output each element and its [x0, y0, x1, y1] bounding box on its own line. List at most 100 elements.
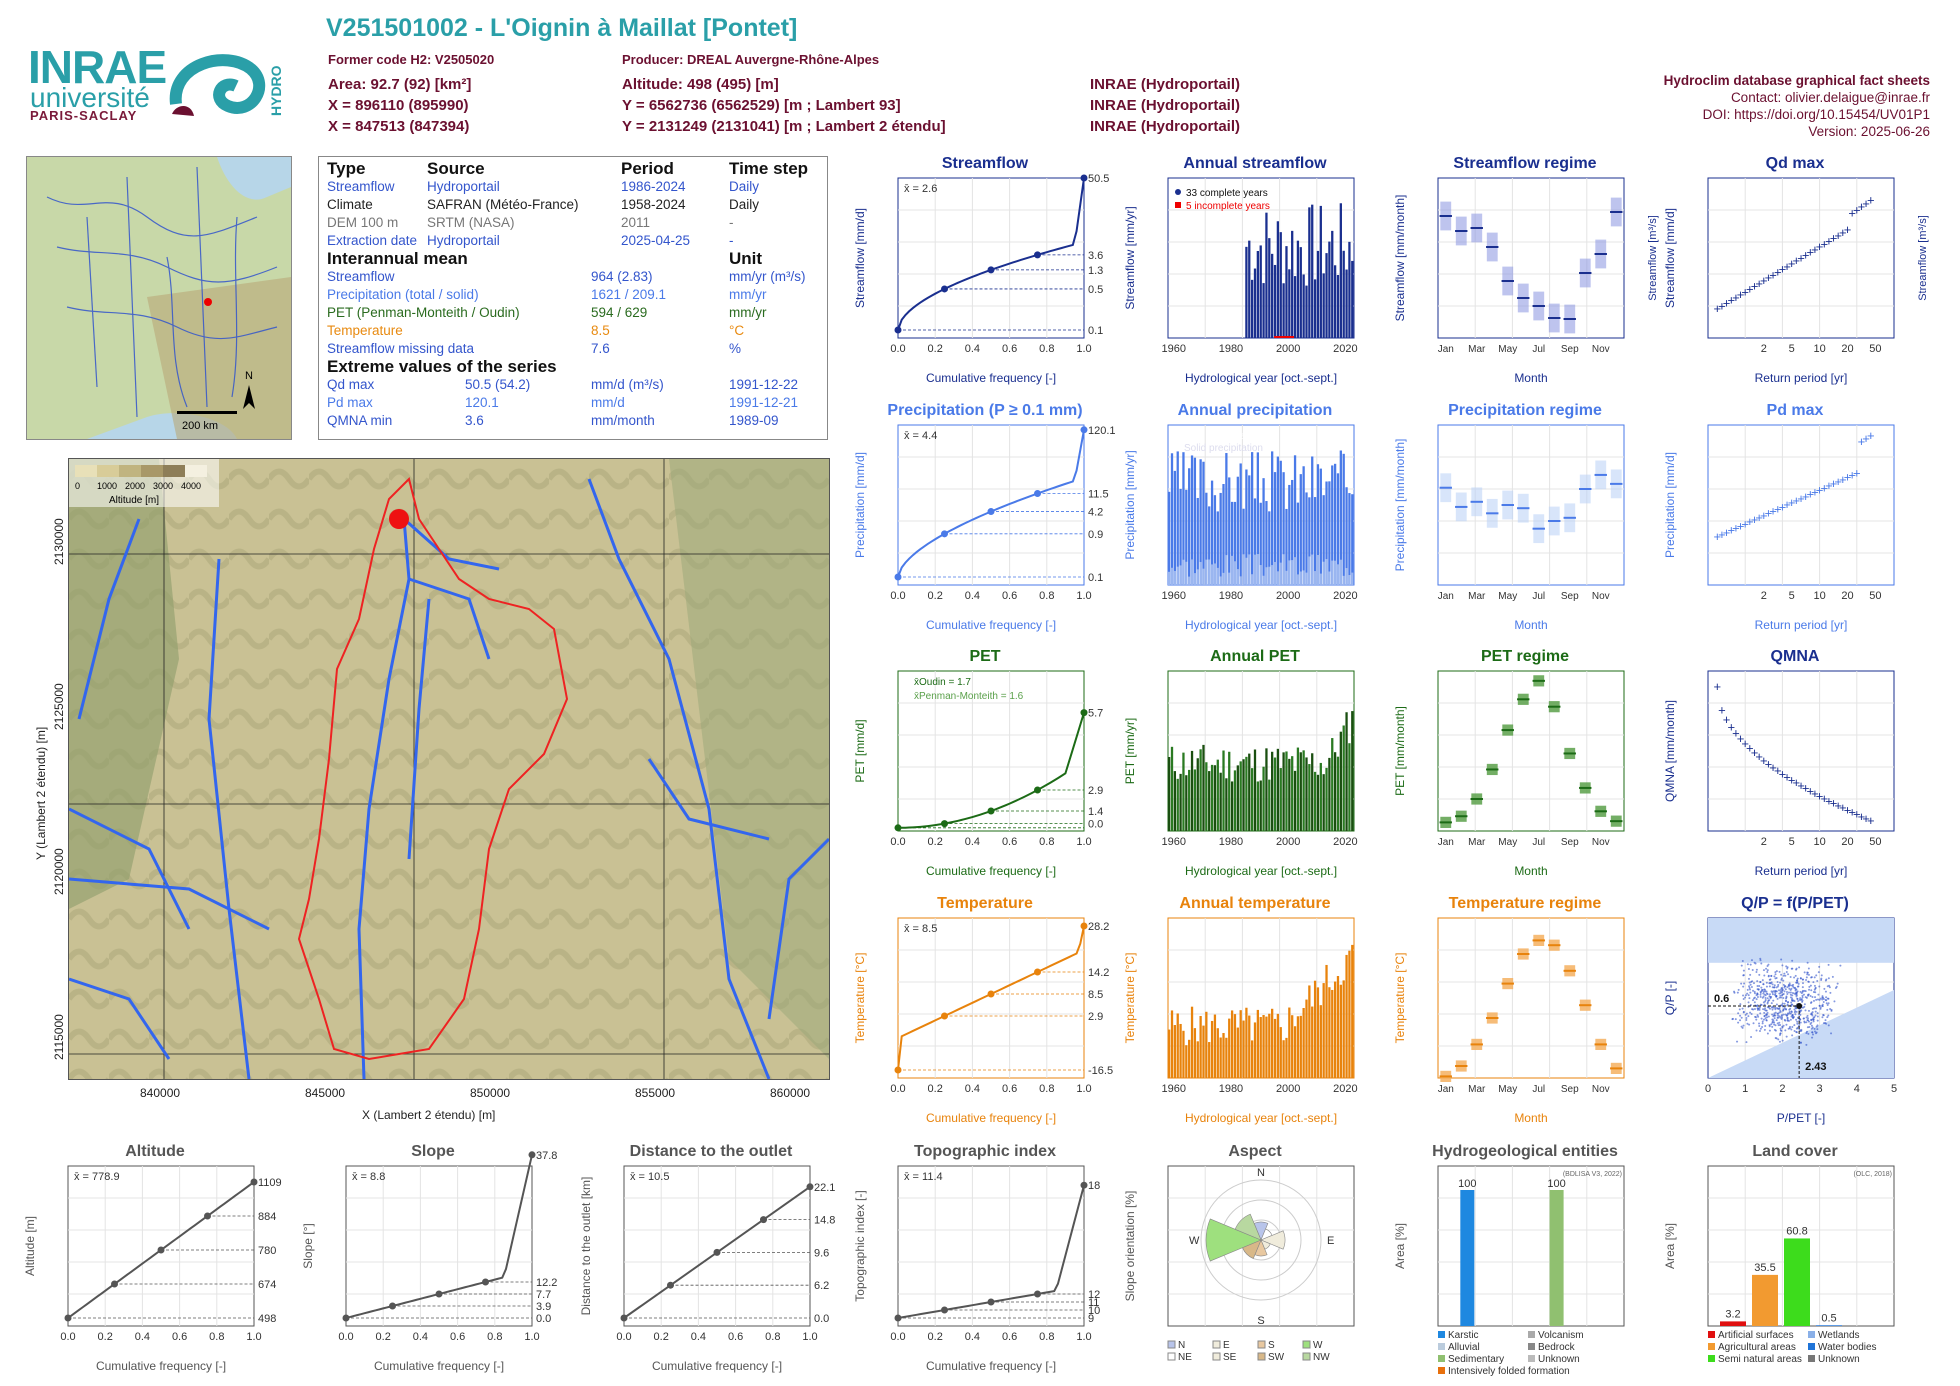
bar-solid [1345, 568, 1348, 585]
bar [1316, 987, 1320, 1078]
chart-temperature_regime: Temperature regime Month Temperature [°C] J… [1393, 895, 1625, 1125]
bar-solid [1205, 559, 1208, 585]
data-point [1810, 976, 1813, 979]
data-point [1762, 992, 1765, 995]
data-point: + [1788, 772, 1796, 787]
data-point [1778, 1033, 1781, 1036]
plot-frame [1437, 424, 1625, 586]
data-point [1814, 1030, 1817, 1033]
right-tick-label: 0.0 [536, 1313, 551, 1325]
outlet-marker [389, 509, 409, 529]
chart-annual_precipitation: Annual precipitation Hydrological year [o… [1123, 402, 1358, 632]
bar [1256, 452, 1259, 585]
x-tick-label: 0.8 [1039, 1083, 1054, 1095]
legend-swatch [1302, 1340, 1311, 1349]
cell: SAFRAN (Météo-France) [427, 197, 579, 212]
data-point [1801, 996, 1804, 999]
legend-entry: NE [1178, 1352, 1192, 1363]
bar [1256, 1009, 1259, 1078]
x-tick-label: 4 [1854, 1083, 1860, 1095]
data-point [1809, 994, 1812, 997]
legend-tick: 1000 [97, 481, 117, 491]
data-point [1080, 426, 1088, 434]
bar [1185, 1045, 1188, 1078]
data-point: + [1751, 745, 1759, 760]
bar [1176, 451, 1179, 585]
data-point [1821, 1016, 1824, 1019]
data-point [1827, 963, 1830, 966]
bar [1348, 743, 1351, 831]
data-point [1763, 1014, 1766, 1017]
data-point [1783, 972, 1786, 975]
x-tick-label: Mar [1468, 344, 1486, 355]
data-point [1826, 1008, 1829, 1011]
y-axis-label: Temperature [°C] [1123, 953, 1137, 1044]
bar-solid [1291, 560, 1294, 585]
data-point [1783, 1002, 1786, 1005]
bar [1205, 1011, 1208, 1078]
chart-title: PET [969, 648, 1000, 665]
plot-frame [345, 1165, 533, 1327]
annotation: 0.6 [1714, 993, 1729, 1005]
right-tick-label: 0.0 [814, 1313, 829, 1325]
x-tick-label: 2000 [1276, 590, 1300, 602]
bar [1296, 240, 1300, 338]
data-point [1776, 1012, 1779, 1015]
data-point [1805, 978, 1808, 981]
bar [1208, 771, 1211, 831]
data-point [1822, 1014, 1825, 1017]
legend-tick: 0 [75, 481, 80, 491]
data-point [1771, 993, 1774, 996]
x-tick-label: 0.0 [890, 343, 905, 355]
bar [1242, 759, 1245, 831]
data-point [1808, 988, 1811, 991]
bar [1239, 1010, 1242, 1078]
data-point [1813, 1007, 1816, 1010]
x-tick-label: 1.0 [1076, 1331, 1091, 1343]
data-point [1766, 971, 1769, 974]
chart-streamflow: Streamflow Cumulative frequency [-] Stream… [853, 155, 1109, 385]
right-tick-label: 0.1 [1088, 572, 1103, 584]
data-point [1776, 1007, 1779, 1010]
data-point: + [1862, 196, 1870, 211]
data-point [1771, 986, 1774, 989]
plot-frame [897, 177, 1085, 339]
bar-solid [1308, 556, 1311, 585]
bar [1182, 752, 1185, 831]
bar [1179, 773, 1182, 831]
bar [1239, 463, 1242, 585]
bar [1253, 268, 1257, 338]
catchment-map: 0 1000 2000 3000 4000 Altitude [m] [68, 458, 830, 1080]
data-point [1742, 1010, 1745, 1013]
data-point [1812, 1020, 1815, 1023]
cell: Hydroportail [427, 233, 500, 248]
x-tick-label: 0.2 [928, 343, 943, 355]
bar [1193, 457, 1197, 585]
data-point: + [1737, 287, 1745, 302]
data-point [1787, 973, 1790, 976]
station-location-marker [204, 298, 212, 306]
north-arrow-icon [243, 385, 255, 409]
data-point [1801, 982, 1804, 985]
data-point [1810, 1018, 1813, 1021]
cell: Extraction date [327, 233, 418, 248]
map-y-tick: 2125000 [52, 683, 66, 730]
bar-solid [1331, 560, 1334, 585]
x-tick-label: 0 [1705, 1083, 1711, 1095]
data-point: + [1774, 264, 1782, 279]
th-extreme-values: Extreme values of the series [327, 357, 557, 376]
zone-upper [1708, 918, 1894, 963]
data-point [1767, 963, 1770, 966]
bar-solid [1351, 572, 1354, 585]
data-point [1825, 996, 1828, 999]
right-tick-label: 0.0 [1088, 819, 1103, 831]
data-point [1789, 993, 1792, 996]
data-point: + [1779, 766, 1787, 781]
data-point: + [1858, 434, 1866, 449]
x-tick-label: Mar [1468, 591, 1486, 602]
bar [1173, 470, 1177, 585]
map-y-tick: 2130000 [52, 518, 66, 565]
cell: Climate [327, 197, 373, 212]
data-point: + [1862, 811, 1870, 826]
data-point [1793, 1008, 1796, 1011]
